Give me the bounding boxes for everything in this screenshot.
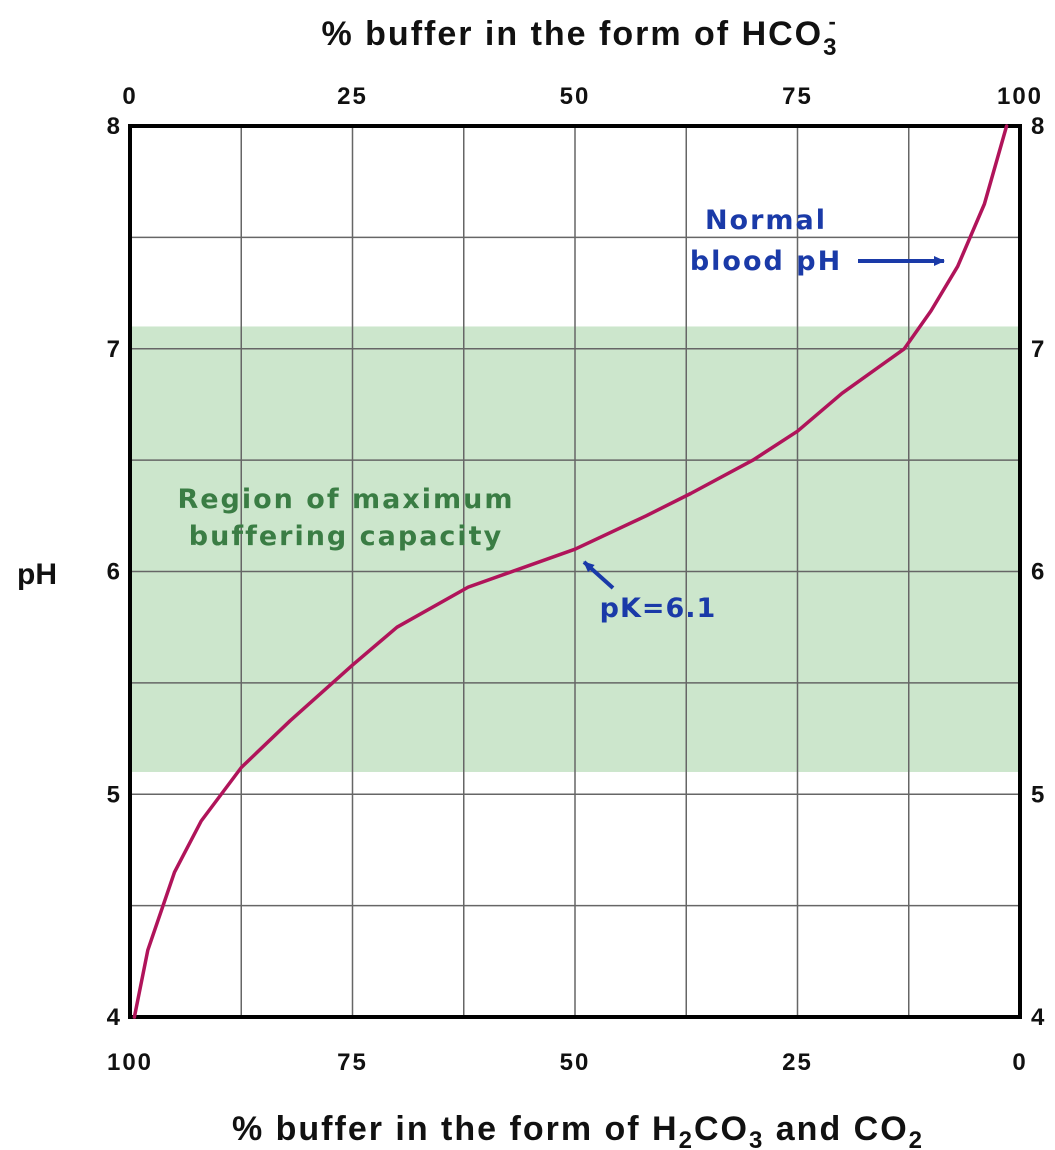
bottom-axis-title-part: and CO — [764, 1110, 908, 1148]
top-tick-label: 50 — [560, 83, 591, 110]
right-y-tick-label: 7 — [1031, 336, 1044, 363]
left-y-tick-label: 6 — [107, 559, 120, 586]
pk-label: pK=6.1 — [600, 593, 717, 624]
top-axis-title-sub: 3 — [823, 34, 838, 61]
bottom-axis-title-sub: 2 — [909, 1127, 924, 1150]
top-axis-title: % buffer in the form of HCO3- — [321, 9, 838, 61]
right-y-tick-label: 8 — [1031, 113, 1044, 140]
region-label-line-1: Region of maximum — [177, 484, 514, 515]
right-y-tick-label: 4 — [1031, 1004, 1045, 1031]
top-tick-label: 75 — [782, 83, 813, 110]
normal-ph-label-line-1: Normal — [705, 205, 827, 236]
left-y-tick-label: 5 — [107, 781, 120, 808]
top-axis-title-main: % buffer in the form of HCO — [321, 15, 823, 53]
titration-curve-group — [132, 124, 1009, 1019]
bottom-tick-label: 100 — [107, 1049, 153, 1076]
top-tick-label: 25 — [337, 83, 368, 110]
region-label-line-2: buffering capacity — [189, 521, 503, 552]
y-axis-label: pH — [17, 558, 57, 591]
bottom-axis-title-sub: 3 — [749, 1127, 764, 1150]
bottom-axis-title: % buffer in the form of H2CO3 and CO2 — [232, 1110, 924, 1150]
bottom-tick-label: 0 — [1012, 1049, 1027, 1076]
top-tick-label: 100 — [997, 83, 1043, 110]
right-y-tick-label: 5 — [1031, 781, 1044, 808]
normal-ph-label-line-2: blood pH — [690, 246, 842, 277]
titration-curve-line — [132, 124, 1009, 1019]
top-tick-label: 0 — [122, 83, 137, 110]
right-y-tick-label: 6 — [1031, 559, 1044, 586]
bottom-tick-label: 50 — [560, 1049, 591, 1076]
plot-frame — [128, 124, 1022, 1019]
top-axis-title-sup: - — [829, 9, 838, 34]
grid-lines — [130, 126, 1020, 1017]
bottom-tick-label: 75 — [337, 1049, 368, 1076]
bottom-axis-title-part: CO — [694, 1110, 749, 1148]
bottom-axis-title-sub: 2 — [679, 1127, 694, 1150]
left-y-tick-label: 7 — [107, 336, 120, 363]
left-y-tick-label: 4 — [107, 1004, 121, 1031]
pk-arrow — [582, 560, 615, 590]
left-y-tick-label: 8 — [107, 113, 120, 140]
bottom-tick-label: 25 — [782, 1049, 813, 1076]
bottom-axis-title-part: % buffer in the form of H — [232, 1110, 679, 1148]
